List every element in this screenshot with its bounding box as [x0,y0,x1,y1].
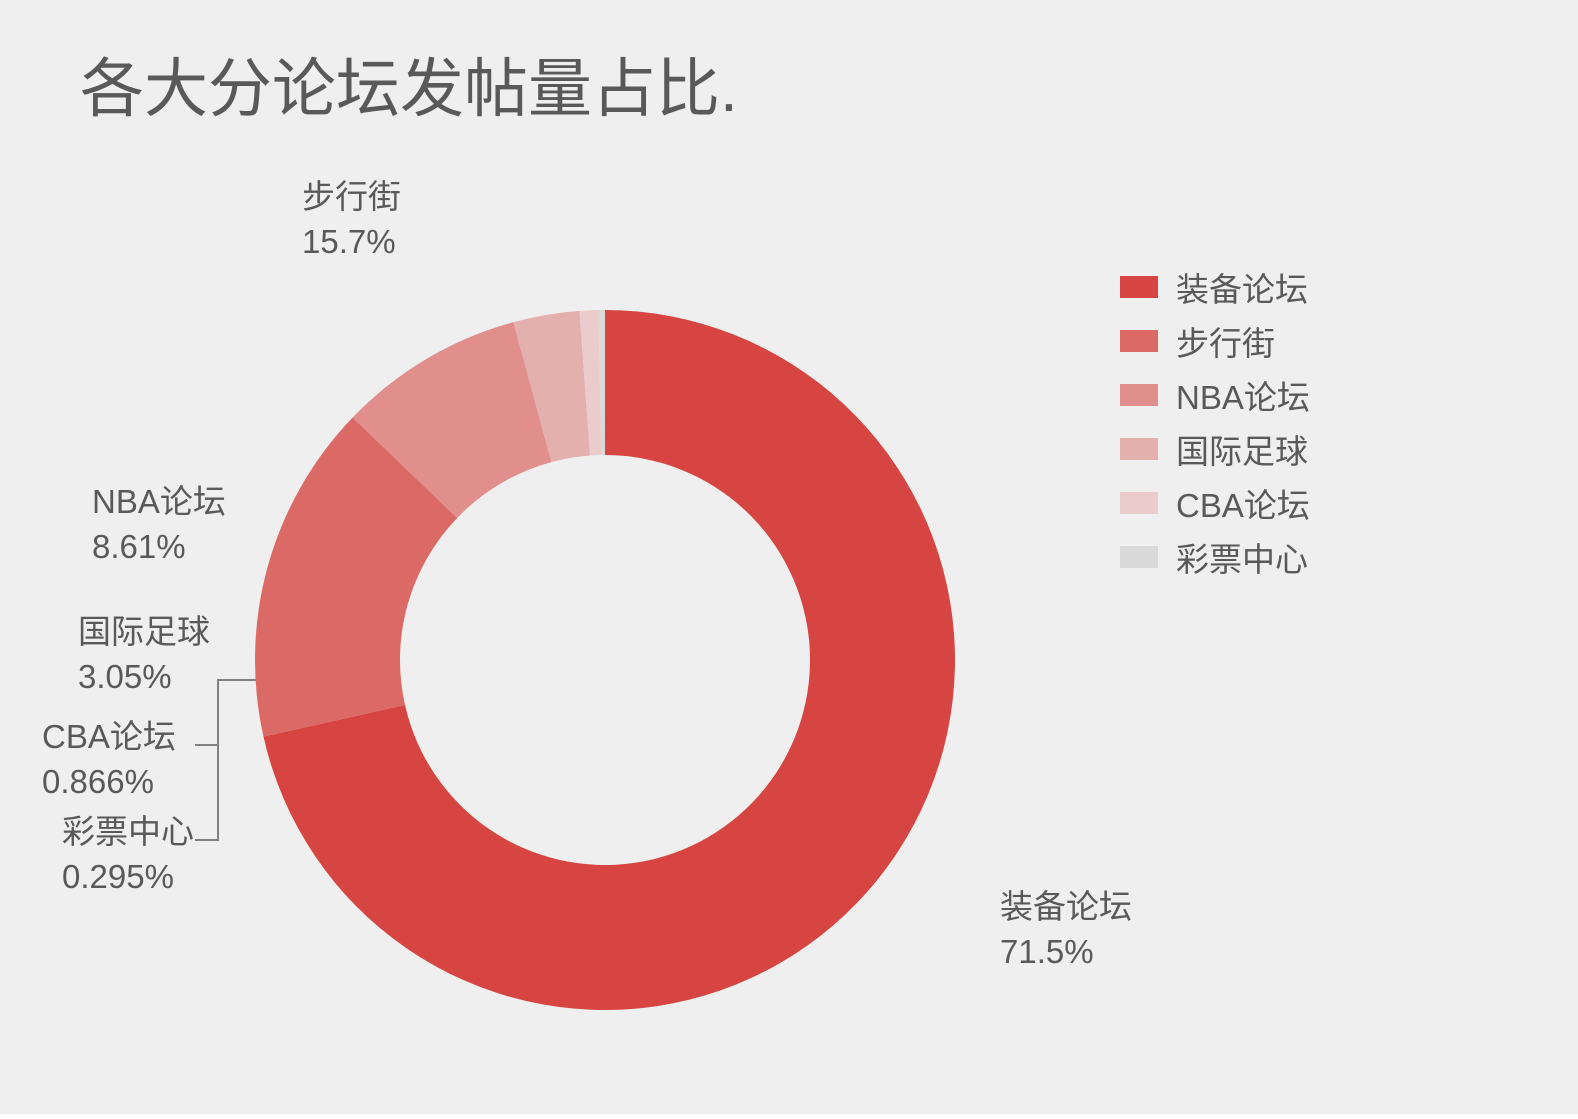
slice-label: CBA论坛 0.866% [42,715,176,804]
legend-swatch [1120,330,1158,352]
legend-swatch [1120,276,1158,298]
legend-label: NBA论坛 [1176,371,1310,419]
slice-label: 步行街 15.7% [302,175,401,264]
legend-swatch [1120,384,1158,406]
slice-label: 装备论坛 71.5% [1000,885,1132,974]
legend-item: 国际足球 [1120,422,1310,476]
donut-chart [0,0,1578,1114]
legend-swatch [1120,492,1158,514]
legend-label: 装备论坛 [1176,263,1308,311]
legend-item: CBA论坛 [1120,476,1310,530]
slice-label: NBA论坛 8.61% [92,480,226,569]
slice-label: 彩票中心 0.295% [62,810,194,899]
legend-swatch [1120,546,1158,568]
legend-label: 步行街 [1176,317,1275,365]
legend-item: 步行街 [1120,314,1310,368]
legend-label: 彩票中心 [1176,533,1308,581]
legend-swatch [1120,438,1158,460]
legend-label: 国际足球 [1176,425,1308,473]
leader-line [195,745,218,840]
legend-item: 装备论坛 [1120,260,1310,314]
slice-label: 国际足球 3.05% [78,610,210,699]
donut-svg [0,0,1578,1114]
legend-label: CBA论坛 [1176,479,1310,527]
legend-item: NBA论坛 [1120,368,1310,422]
legend-item: 彩票中心 [1120,530,1310,584]
legend: 装备论坛步行街 NBA论坛国际足球 CBA论坛彩票中心 [1120,260,1310,584]
page: 各大分论坛发帖量占比. 装备论坛步行街NBA论坛国际足球CBA论坛彩票中心 装备… [0,0,1578,1114]
